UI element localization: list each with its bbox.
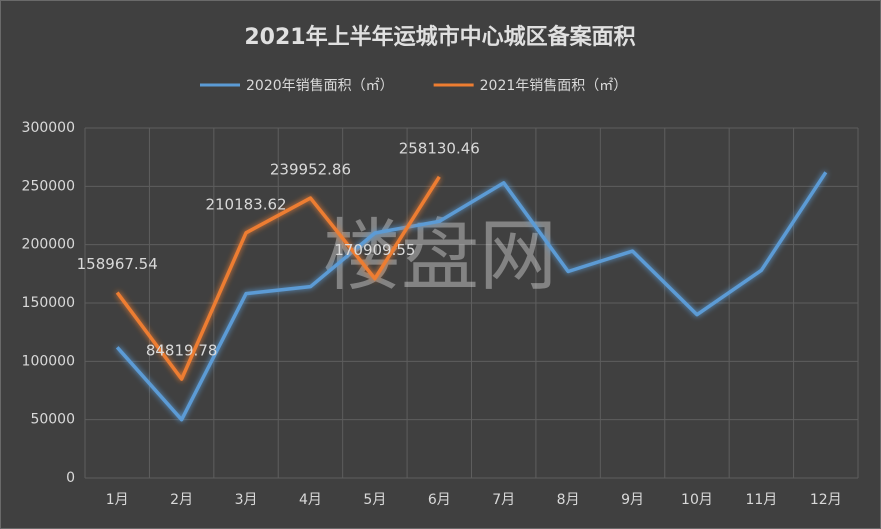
series-line: [115, 171, 828, 422]
x-tick-label: 2月: [170, 492, 193, 508]
x-tick-label: 7月: [492, 492, 515, 508]
data-label: 158967.54: [77, 255, 158, 273]
legend-label: 2020年销售面积（㎡）: [246, 78, 394, 94]
legend-label: 2021年销售面积（㎡）: [480, 78, 628, 94]
x-tick-label: 11月: [745, 492, 777, 508]
data-label: 239952.86: [270, 161, 351, 179]
x-tick-label: 8月: [557, 492, 580, 508]
data-label: 170909.55: [334, 241, 415, 259]
y-tick-label: 100000: [22, 353, 75, 369]
y-tick-label: 150000: [22, 295, 75, 311]
x-tick-label: 5月: [363, 492, 386, 508]
data-label: 210183.62: [205, 195, 286, 213]
y-tick-label: 250000: [22, 178, 75, 194]
y-tick-label: 200000: [22, 237, 75, 253]
x-tick-label: 9月: [621, 492, 644, 508]
x-tick-label: 3月: [235, 492, 258, 508]
y-tick-label: 300000: [22, 120, 75, 136]
data-label: 258130.46: [399, 139, 480, 157]
y-tick-label: 50000: [30, 412, 75, 428]
x-tick-label: 12月: [810, 492, 842, 508]
x-tick-label: 1月: [106, 492, 129, 508]
data-label: 84819.78: [146, 342, 218, 360]
y-tick-label: 0: [66, 470, 75, 486]
watermark: 楼盘网: [323, 212, 557, 302]
series-line: [115, 175, 441, 381]
chart-title: 2021年上半年运城市中心城区备案面积: [244, 24, 635, 50]
x-tick-label: 4月: [299, 492, 322, 508]
x-tick-label: 10月: [681, 492, 713, 508]
x-tick-label: 6月: [428, 492, 451, 508]
